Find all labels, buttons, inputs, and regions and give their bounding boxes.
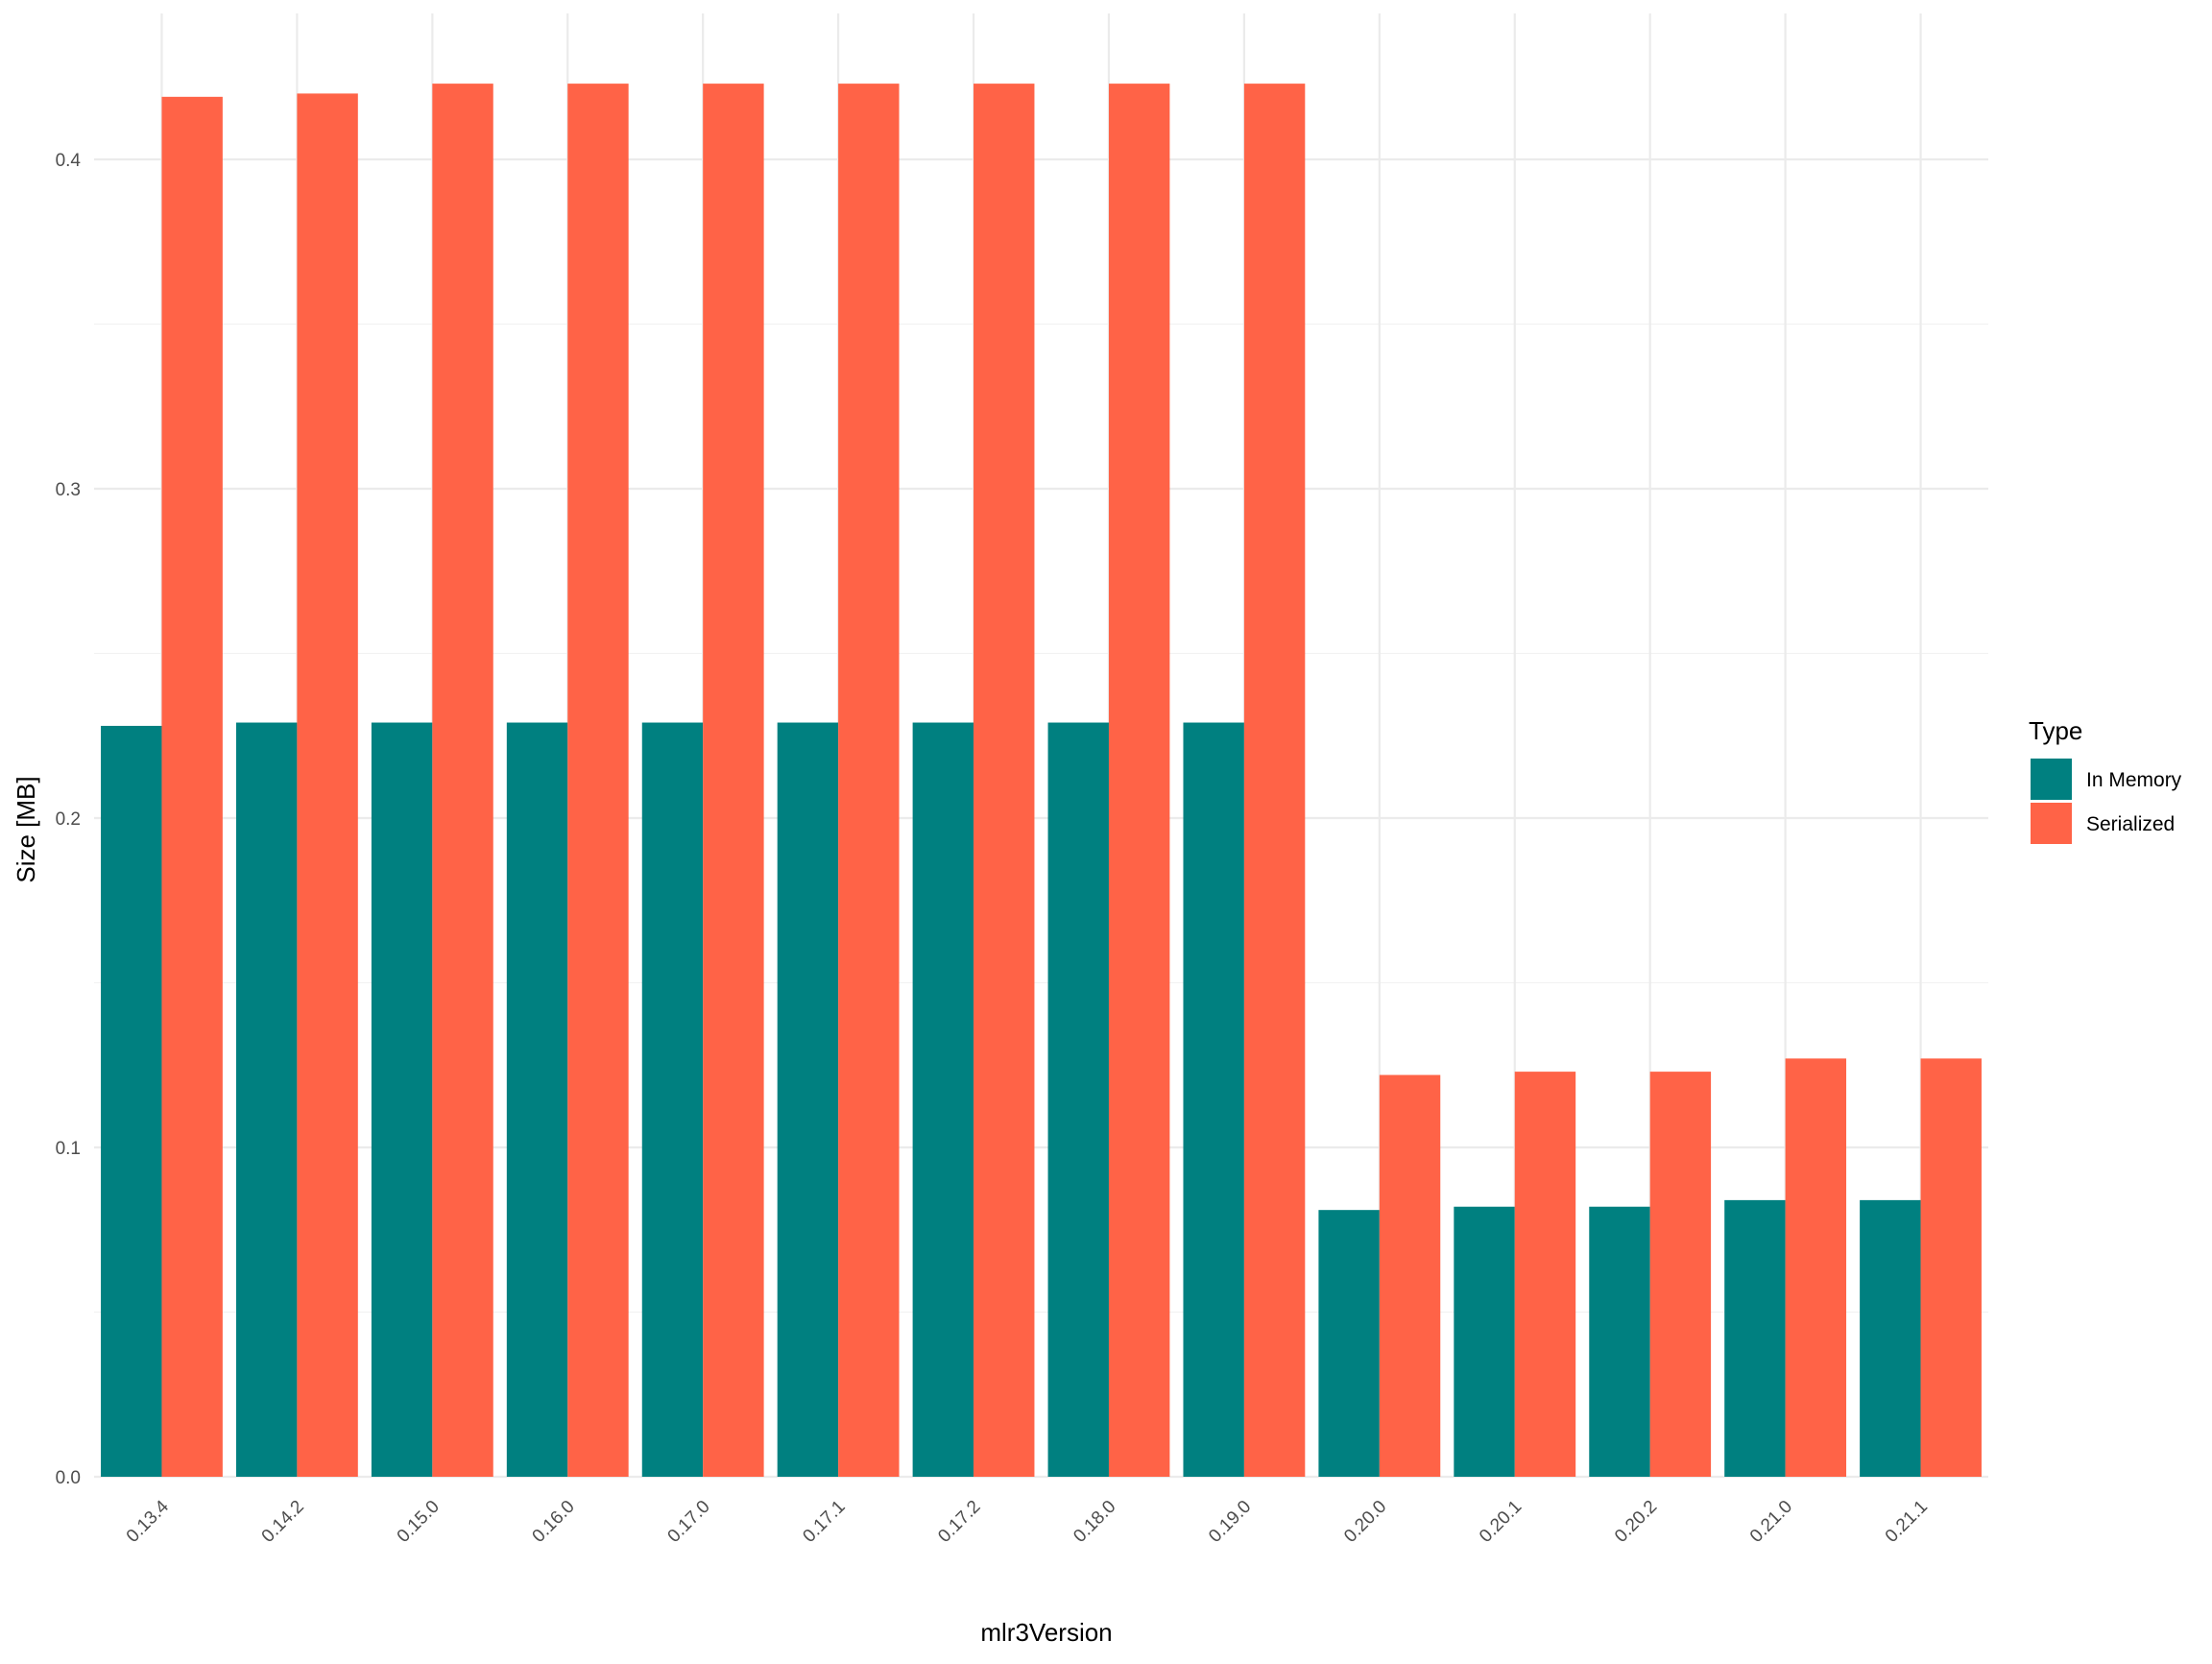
bar-in-memory-0.13.4 <box>101 725 162 1477</box>
x-tick-label: 0.20.0 <box>1340 1497 1390 1547</box>
bar-in-memory-0.17.2 <box>912 722 974 1477</box>
legend: Type In Memory Serialized <box>2029 716 2182 844</box>
y-tick-label: 0.2 <box>56 809 81 830</box>
x-tick-label: 0.21.0 <box>1746 1497 1796 1547</box>
bar-serialized-0.18.0 <box>1108 84 1170 1478</box>
y-tick-label: 0.0 <box>56 1468 81 1488</box>
bar-serialized-0.21.0 <box>1785 1058 1847 1477</box>
bar-in-memory-0.20.0 <box>1318 1210 1380 1477</box>
x-tick-label: 0.20.2 <box>1611 1497 1661 1547</box>
bar-in-memory-0.18.0 <box>1047 722 1109 1477</box>
x-tick-label: 0.13.4 <box>123 1496 174 1547</box>
x-tick-label: 0.21.1 <box>1882 1497 1932 1547</box>
x-tick-label: 0.20.1 <box>1476 1497 1526 1547</box>
bar-in-memory-0.20.2 <box>1589 1206 1650 1477</box>
bars-layer <box>101 84 1982 1478</box>
legend-label-in-memory: In Memory <box>2086 769 2182 791</box>
bar-serialized-0.21.1 <box>1920 1058 1982 1477</box>
x-axis-title: mlr3Version <box>980 1618 1112 1647</box>
bar-serialized-0.20.1 <box>1514 1072 1576 1477</box>
x-tick-label: 0.18.0 <box>1070 1497 1119 1547</box>
y-tick-label: 0.3 <box>56 480 81 500</box>
legend-title: Type <box>2029 716 2082 745</box>
bar-serialized-0.15.0 <box>432 84 493 1478</box>
x-tick-label: 0.17.2 <box>934 1497 984 1547</box>
bar-in-memory-0.16.0 <box>506 722 568 1477</box>
bar-serialized-0.13.4 <box>161 96 223 1478</box>
y-tick-label: 0.1 <box>56 1139 81 1159</box>
y-axis-ticks: 0.0 0.1 0.2 0.3 0.4 <box>56 151 82 1488</box>
bar-serialized-0.14.2 <box>297 93 358 1477</box>
x-tick-label: 0.19.0 <box>1205 1497 1255 1547</box>
bar-in-memory-0.21.0 <box>1724 1199 1786 1477</box>
bar-serialized-0.17.1 <box>838 84 900 1478</box>
legend-label-serialized: Serialized <box>2086 813 2175 835</box>
legend-items: In Memory Serialized <box>2031 759 2182 844</box>
bar-serialized-0.20.2 <box>1649 1072 1712 1477</box>
bar-in-memory-0.21.1 <box>1860 1199 1921 1477</box>
bar-serialized-0.17.2 <box>974 84 1035 1478</box>
bar-in-memory-0.14.2 <box>235 722 298 1477</box>
bar-serialized-0.17.0 <box>703 84 764 1478</box>
x-tick-label: 0.17.0 <box>664 1497 714 1547</box>
y-tick-label: 0.4 <box>56 151 82 171</box>
x-axis-ticks: 0.13.4 0.14.2 0.15.0 0.16.0 0.17.0 0.17.1 0.17… <box>123 1496 1932 1547</box>
x-tick-label: 0.16.0 <box>529 1497 579 1547</box>
legend-key-in-memory <box>2031 759 2072 800</box>
legend-key-serialized <box>2031 803 2072 844</box>
bar-serialized-0.20.0 <box>1379 1074 1441 1477</box>
bar-in-memory-0.17.1 <box>777 722 839 1477</box>
bar-serialized-0.19.0 <box>1243 84 1306 1478</box>
x-tick-label: 0.17.1 <box>799 1497 849 1547</box>
y-axis-title: Size [MB] <box>12 776 40 882</box>
bar-in-memory-0.20.1 <box>1454 1206 1515 1477</box>
x-tick-label: 0.15.0 <box>394 1497 444 1547</box>
x-tick-label: 0.14.2 <box>258 1497 308 1547</box>
bar-in-memory-0.17.0 <box>641 722 704 1477</box>
bar-in-memory-0.15.0 <box>371 722 433 1477</box>
bar-serialized-0.16.0 <box>567 84 629 1478</box>
bar-in-memory-0.19.0 <box>1183 722 1244 1477</box>
